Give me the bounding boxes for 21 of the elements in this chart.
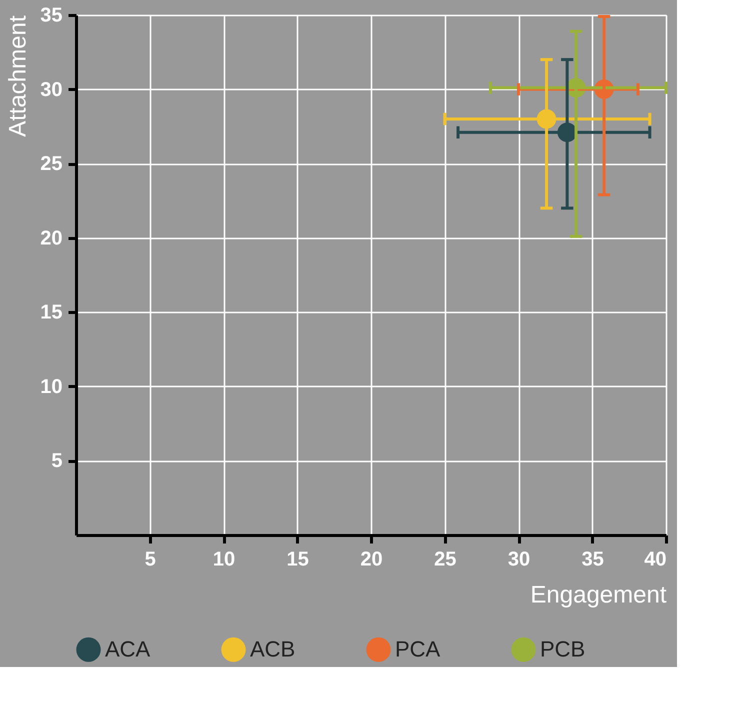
y-tick-label: 10 [40,376,62,398]
legend-label: PCA [395,636,441,662]
y-tick-label: 20 [40,227,62,250]
y-tick-label: 15 [40,302,62,324]
y-tick-label: 35 [40,4,62,26]
x-tick-label: 20 [360,548,383,570]
y-axis-title: Attachment [4,15,32,137]
x-tick-label: 5 [144,548,156,570]
x-tick-label: 25 [434,548,456,570]
y-tick-label: 25 [40,153,62,176]
x-tick-label: 30 [508,548,530,570]
legend-label: ACA [105,636,151,662]
y-tick-label: 5 [51,450,62,472]
legend-label: ACB [250,636,296,662]
x-tick-label: 10 [212,548,236,570]
x-tick-label: 40 [644,548,666,570]
x-tick-label: 15 [286,548,309,570]
x-axis-title: Engagement [530,582,667,608]
x-tick-label: 35 [582,548,604,570]
y-tick-label: 30 [40,78,62,101]
legend-label: PCB [540,636,586,662]
